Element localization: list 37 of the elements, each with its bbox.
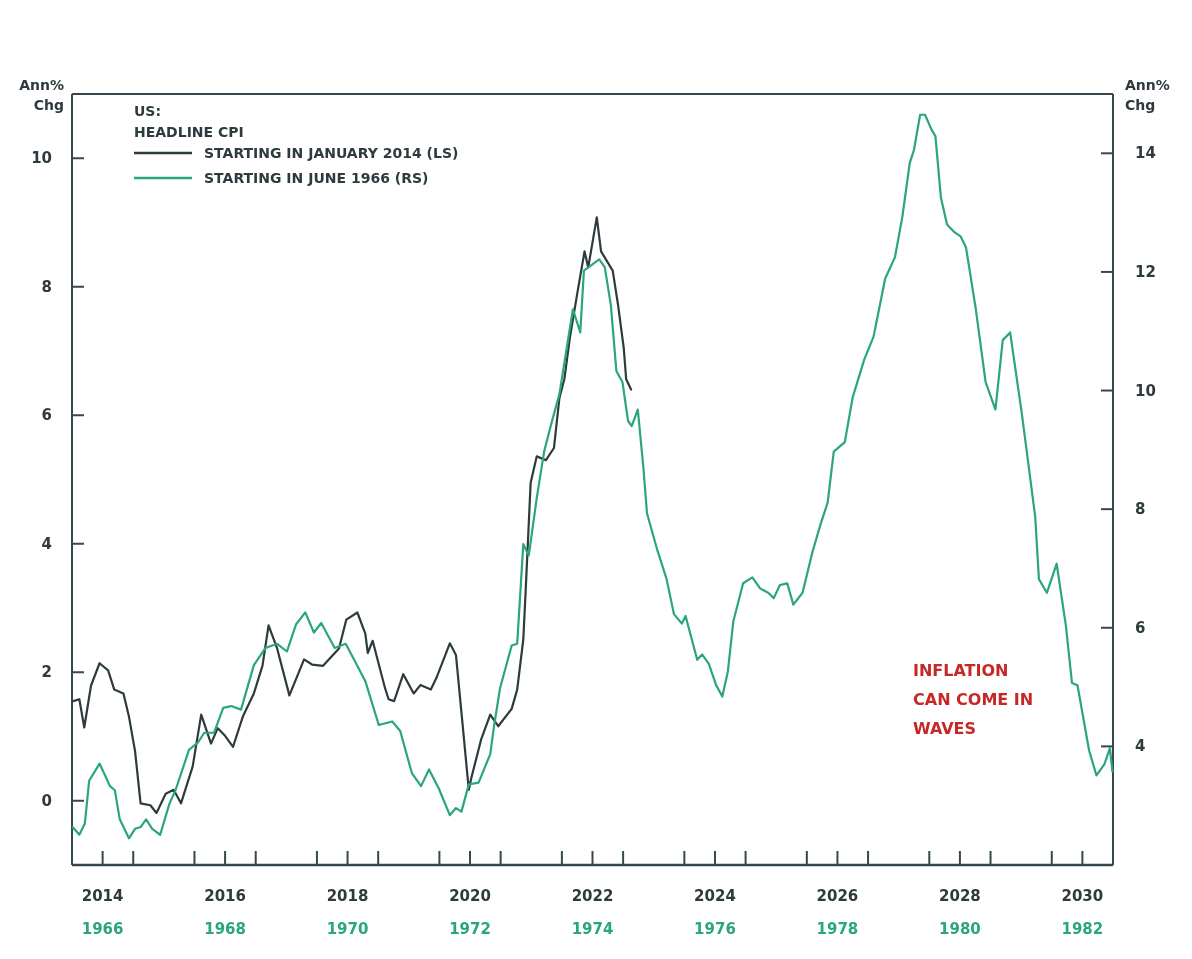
x2-tick-label: 1970 (326, 920, 369, 938)
x2-tick-label: 1982 (1061, 920, 1104, 938)
y2-tick-label: 8 (1135, 500, 1146, 519)
y-tick-label: 2 (41, 663, 52, 682)
x2-tick-label: 1978 (816, 920, 859, 938)
y-tick-label: 10 (31, 149, 52, 168)
y-tick-label: 8 (41, 277, 52, 296)
x2-tick-label: 1974 (571, 920, 614, 938)
y2-axis-title: Ann% Chg (1125, 77, 1170, 113)
x2-tick-label: 1976 (694, 920, 736, 938)
x-tick-label: 2028 (939, 887, 981, 905)
y2-tick-label: 6 (1135, 618, 1146, 637)
x2-tick-label: 1972 (449, 920, 491, 938)
y2-tick-label: 4 (1135, 737, 1146, 756)
x-tick-label: 2022 (571, 887, 614, 905)
x2-tick-label: 1968 (204, 920, 246, 938)
y-tick-label: 0 (41, 791, 52, 810)
x2-tick-label: 1966 (81, 920, 124, 938)
y2-tick-label: 14 (1135, 144, 1156, 163)
x-tick-label: 2024 (694, 887, 736, 905)
x2-tick-label: 1980 (939, 920, 981, 938)
y-tick-label: 6 (41, 406, 52, 425)
x-tick-label: 2018 (326, 887, 369, 905)
y2-tick-label: 12 (1135, 262, 1156, 281)
y2-tick-label: 10 (1135, 381, 1156, 400)
x-tick-label: 2014 (81, 887, 124, 905)
y-tick-label: 4 (41, 534, 52, 553)
x-tick-label: 2020 (449, 887, 491, 905)
legend-title: US: HEADLINE CPI (134, 103, 244, 140)
x-tick-label: 2016 (204, 887, 246, 905)
y-axis-title: Ann% Chg (19, 77, 64, 113)
x-tick-label: 2030 (1061, 887, 1104, 905)
legend-label: STARTING IN JANUARY 2014 (LS) (204, 145, 459, 161)
line-series (72, 216, 633, 815)
x-tick-label: 2026 (816, 887, 859, 905)
annotation: INFLATION CAN COME IN WAVES (913, 661, 1034, 738)
legend-label: STARTING IN JUNE 1966 (RS) (204, 170, 429, 186)
